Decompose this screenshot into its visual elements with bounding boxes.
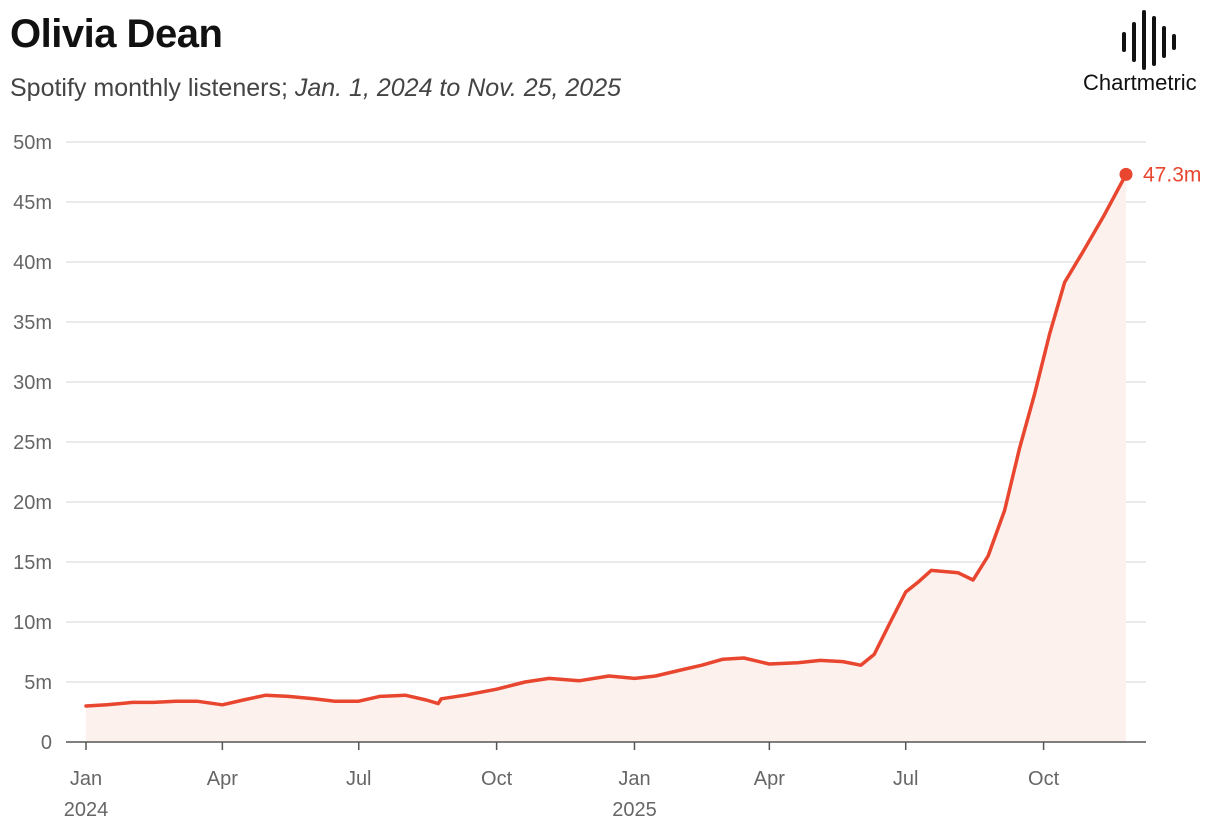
y-tick-label: 20m: [13, 492, 52, 514]
series-line: [84, 172, 1128, 708]
x-tick-label: Jan: [618, 768, 650, 790]
x-tick-label: Oct: [481, 768, 513, 790]
brand-name: Chartmetric: [1083, 70, 1197, 95]
y-tick-label: 35m: [13, 312, 52, 334]
y-tick-label: 25m: [13, 432, 52, 454]
x-tick-label: Apr: [754, 768, 785, 790]
y-tick-label: 30m: [13, 372, 52, 394]
y-tick-label: 0: [41, 732, 52, 754]
x-tick-label: Apr: [207, 768, 238, 790]
chart-title: Olivia Dean: [10, 12, 223, 56]
y-tick-label: 10m: [13, 612, 52, 634]
series-area: [86, 174, 1126, 742]
subtitle-prefix: Spotify monthly listeners;: [10, 74, 288, 102]
chart-subtitle: Spotify monthly listeners; Jan. 1, 2024 …: [10, 74, 621, 103]
end-value-label: 47.3m: [1143, 163, 1201, 186]
y-tick-label: 5m: [24, 672, 52, 694]
y-tick-label: 45m: [13, 192, 52, 214]
y-tick-label: 50m: [13, 132, 52, 154]
y-tick-label: 15m: [13, 552, 52, 574]
x-tick-year-label: 2024: [64, 799, 109, 821]
soundwave-bars-icon: [1122, 10, 1176, 70]
x-tick-label: Oct: [1028, 768, 1060, 790]
end-point-marker: [1119, 167, 1133, 181]
x-tick-year-label: 2025: [612, 799, 657, 821]
x-tick-label: Jan: [70, 768, 102, 790]
subtitle-date-range: Jan. 1, 2024 to Nov. 25, 2025: [294, 74, 622, 102]
x-tick-label: Jul: [346, 768, 372, 790]
x-tick-label: Jul: [893, 768, 919, 790]
y-tick-label: 40m: [13, 252, 52, 274]
